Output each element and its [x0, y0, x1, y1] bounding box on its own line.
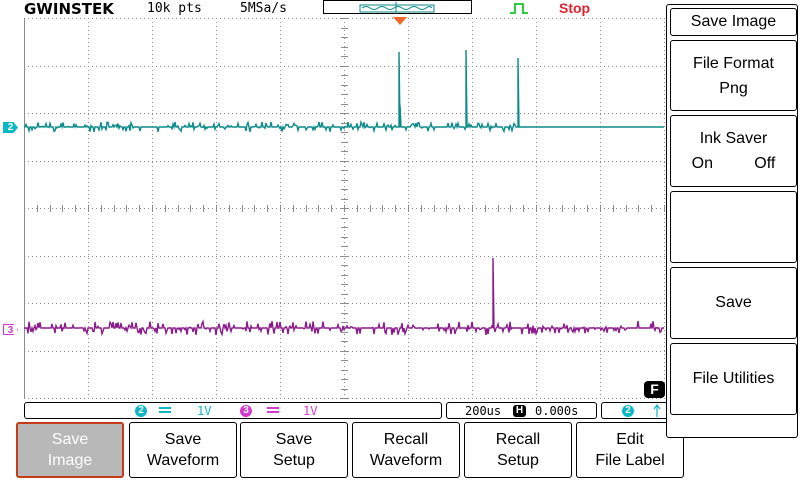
side-menu-title-text: Save Image [690, 13, 777, 30]
file-format-label: File Format [693, 54, 774, 72]
ch2-scale: 1V [197, 404, 212, 418]
ink-saver-button[interactable]: Ink Saver On Off [670, 115, 797, 187]
file-utilities-label: File Utilities [692, 370, 775, 387]
trigger-info-box: 2 [601, 402, 671, 419]
softkey-line2: Image [47, 452, 93, 469]
trigger-source-icon: 2 [622, 405, 634, 417]
save-label: Save [715, 294, 752, 311]
ink-saver-label: Ink Saver [699, 130, 768, 147]
memory-overview-bar [323, 0, 472, 14]
ch2-dc-coupling-icon [159, 407, 171, 413]
save-button[interactable]: Save [670, 267, 797, 339]
softkey-line2: Setup [497, 452, 539, 469]
horizontal-position-value: 0.000s [535, 404, 579, 418]
ch3-scale: 1V [303, 404, 318, 418]
softkey-line1: Edit [616, 431, 644, 448]
save-waveform-softkey[interactable]: Save Waveform [129, 422, 237, 478]
softkey-line2: File Label [595, 452, 665, 469]
ink-saver-options: On Off [671, 151, 796, 176]
ch3-dc-coupling-icon [267, 407, 279, 413]
ch3-ground-marker[interactable]: 3 [3, 324, 18, 335]
softkey-line1: Recall [495, 431, 541, 448]
status-bar: GWINSTEK 10k pts 5MSa/s Stop [0, 0, 800, 18]
memory-overview-waveform-icon [359, 2, 435, 14]
side-menu-empty-slot [670, 191, 797, 263]
softkey-line1: Save [164, 431, 202, 448]
ch3-number-icon: 3 [240, 405, 252, 417]
side-menu-title: Save Image [670, 8, 797, 36]
ch2-number-icon: 2 [135, 405, 147, 417]
ch2-waveform-trace [24, 49, 664, 134]
softkey-line1: Recall [383, 431, 429, 448]
recall-setup-softkey[interactable]: Recall Setup [464, 422, 572, 478]
edit-file-label-softkey[interactable]: Edit File Label [576, 422, 684, 478]
file-format-value: Png [719, 79, 748, 97]
softkey-line2: Waveform [146, 452, 220, 469]
recall-waveform-softkey[interactable]: Recall Waveform [352, 422, 460, 478]
softkey-line1: Save [275, 431, 313, 448]
brand-logo: GWINSTEK [24, 0, 114, 18]
trigger-position-marker-icon [393, 17, 407, 25]
ch2-ground-marker[interactable]: 2 [3, 122, 18, 133]
graticule [24, 18, 665, 399]
file-format-button[interactable]: File Format Png [670, 40, 797, 111]
softkey-line2: Waveform [369, 452, 443, 469]
timebase-info-box: 200us H 0.000s [446, 402, 597, 419]
trigger-edge-icon [510, 3, 528, 14]
file-utilities-button[interactable]: File Utilities [670, 343, 797, 415]
record-length: 10k pts [147, 1, 202, 16]
save-setup-softkey[interactable]: Save Setup [240, 422, 348, 478]
save-image-softkey[interactable]: Save Image [16, 422, 124, 478]
softkey-line1: Save [51, 431, 89, 448]
channel-info-box: 2 1V 3 1V [24, 402, 442, 419]
horizontal-position-icon: H [513, 405, 526, 417]
softkey-line2: Setup [273, 452, 315, 469]
run-state: Stop [559, 0, 591, 16]
rising-edge-icon [653, 404, 661, 417]
function-f-icon: F [644, 381, 665, 398]
ink-saver-off: Off [754, 155, 776, 172]
sample-rate: 5MSa/s [240, 1, 287, 16]
ink-saver-on: On [691, 155, 713, 172]
ch3-waveform-trace [24, 257, 664, 337]
timebase-value: 200us [465, 404, 502, 418]
